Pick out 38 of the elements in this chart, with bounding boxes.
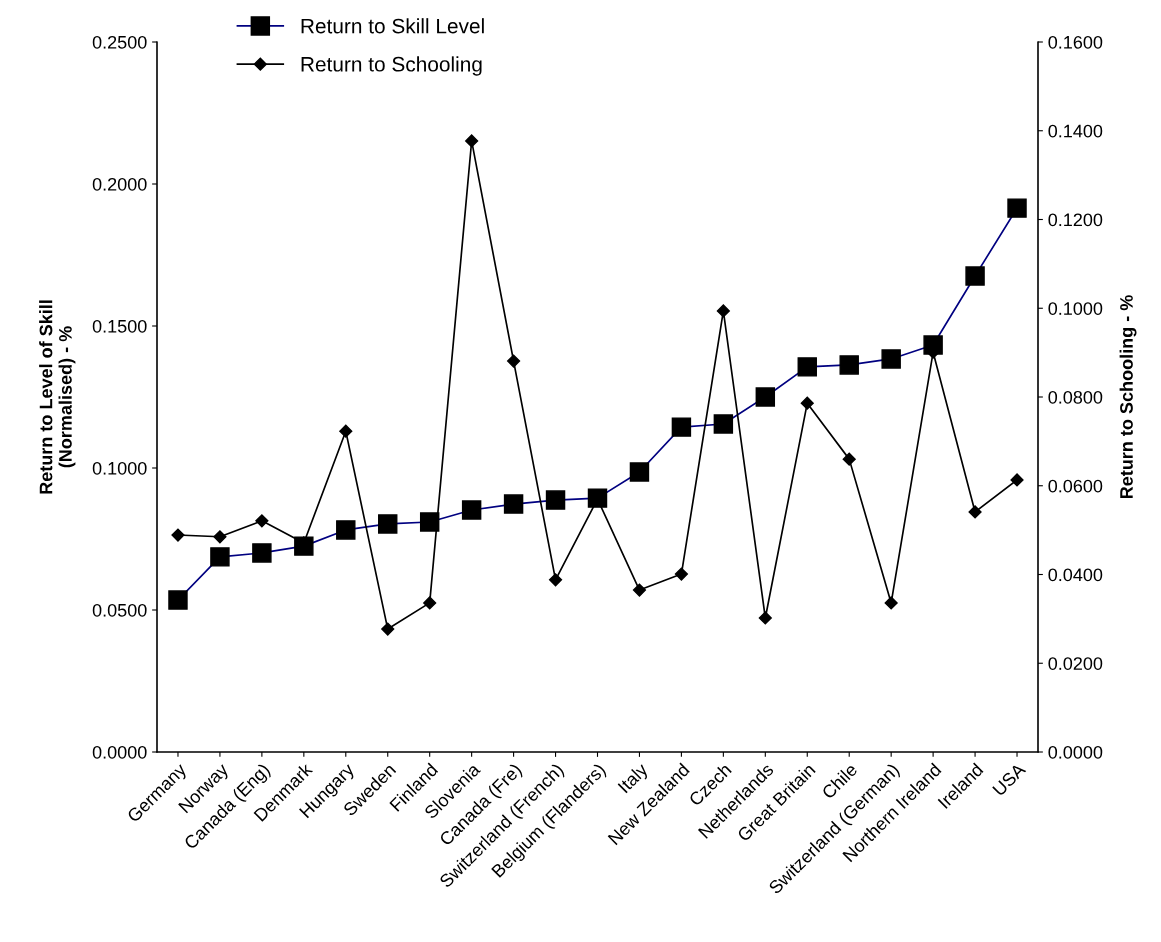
y-tick-label: 0.2500 xyxy=(92,35,147,49)
point xyxy=(674,567,688,581)
y-tick-label: 0.0500 xyxy=(92,603,147,617)
y2-tick-label: 0.0400 xyxy=(1048,568,1103,582)
point xyxy=(548,573,563,587)
point xyxy=(255,514,269,528)
y2-tick-label: 0.1600 xyxy=(1048,35,1103,49)
y2-tick-label: 0.0600 xyxy=(1048,479,1103,493)
y-tick-label: 0.0000 xyxy=(92,745,147,759)
point xyxy=(758,611,772,625)
point xyxy=(1010,473,1024,487)
point xyxy=(842,452,856,466)
y2-tick-label: 0.1200 xyxy=(1048,213,1103,227)
y2-tick-label: 0.1400 xyxy=(1048,124,1103,138)
point xyxy=(716,304,730,318)
point xyxy=(507,354,521,368)
y2-axis-title: Return to Schooling - % xyxy=(1119,295,1137,499)
legend-label: Return to Skill Level xyxy=(301,18,484,34)
point xyxy=(213,530,227,544)
point xyxy=(465,134,479,148)
y-tick-label: 0.1500 xyxy=(92,319,147,333)
y2-tick-label: 0.1000 xyxy=(1048,302,1103,315)
y-tick-label: 0.1000 xyxy=(92,461,147,475)
point xyxy=(968,505,982,519)
point xyxy=(381,622,395,636)
point xyxy=(800,396,814,410)
y-axis-title: Return to Level of Skill (Normalised) - % xyxy=(39,300,76,494)
y2-tick-label: 0.0000 xyxy=(1048,745,1103,759)
point xyxy=(171,528,185,542)
legend-label: Return to Schooling xyxy=(301,56,482,76)
point xyxy=(339,424,353,438)
point xyxy=(423,596,437,610)
y2-tick-label: 0.0800 xyxy=(1048,390,1103,404)
point xyxy=(632,583,647,597)
y-tick-label: 0.2000 xyxy=(92,177,147,191)
y2-tick-label: 0.0200 xyxy=(1048,657,1103,670)
x-tick-label: USA xyxy=(992,762,1027,797)
point xyxy=(884,596,898,610)
